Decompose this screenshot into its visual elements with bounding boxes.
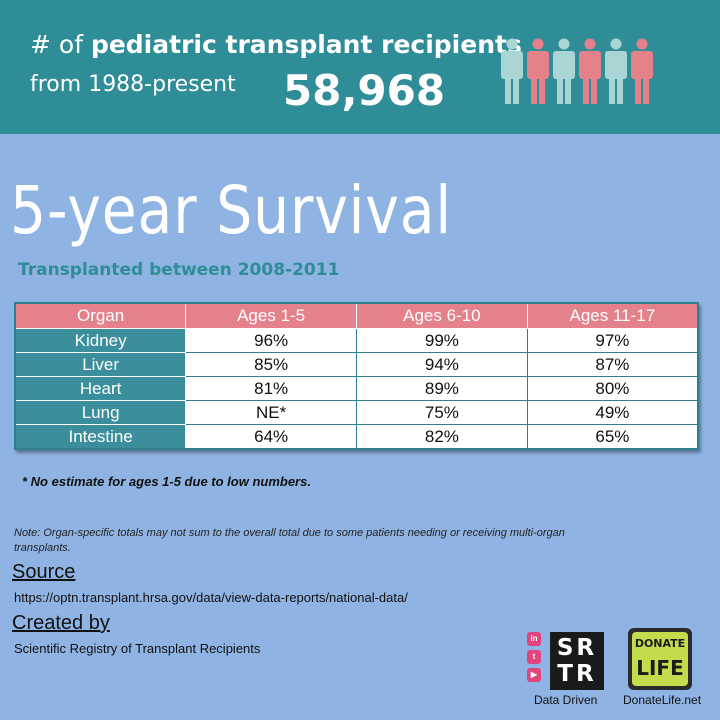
header-line2: from 1988-present	[30, 72, 236, 97]
person-icon	[579, 38, 601, 104]
table-row: Lung NE* 75% 49%	[14, 400, 699, 425]
value-cell: 85%	[185, 352, 357, 377]
value-cell: 75%	[356, 400, 528, 425]
value-cell: 49%	[526, 400, 699, 425]
column-header: Organ	[14, 302, 187, 329]
donate-life-top-text: DONATE	[634, 637, 686, 650]
srtr-logo: SR TR	[550, 632, 604, 690]
person-icon	[527, 38, 549, 104]
column-header: Ages 11-17	[526, 302, 699, 329]
organ-cell: Heart	[14, 376, 187, 401]
value-cell: 87%	[526, 352, 699, 377]
page-subtitle: Transplanted between 2008-2011	[18, 260, 340, 280]
value-cell: 65%	[526, 424, 699, 450]
twitter-icon[interactable]: t	[527, 650, 541, 664]
person-icon	[553, 38, 575, 104]
column-header: Ages 6-10	[356, 302, 528, 329]
donate-life-logo: DONATE LIFE	[628, 628, 692, 690]
value-cell: 94%	[356, 352, 528, 377]
youtube-icon[interactable]: ▶	[527, 668, 541, 682]
value-cell: 89%	[356, 376, 528, 401]
value-cell: 99%	[356, 328, 528, 353]
header-line1: # of pediatric transplant recipients	[30, 30, 522, 59]
table-footnote: * No estimate for ages 1-5 due to low nu…	[22, 474, 311, 489]
value-cell: NE*	[185, 400, 357, 425]
donate-life-caption: DonateLife.net	[623, 693, 702, 707]
created-by-text: Scientific Registry of Transplant Recipi…	[14, 641, 261, 656]
donate-life-bottom-text: LIFE	[636, 656, 684, 680]
person-icon	[631, 38, 653, 104]
value-cell: 96%	[185, 328, 357, 353]
value-cell: 97%	[526, 328, 699, 353]
linkedin-icon[interactable]: in	[527, 632, 541, 646]
table-row: Heart 81% 89% 80%	[14, 376, 699, 401]
source-heading: Source	[12, 561, 76, 583]
table-row: Kidney 96% 99% 97%	[14, 328, 699, 353]
header-bold-text: pediatric transplant recipients	[90, 30, 522, 59]
srtr-logo-line1: SR	[556, 635, 598, 661]
survival-table: Organ Ages 1-5 Ages 6-10 Ages 11-17 Kidn…	[14, 302, 699, 450]
value-cell: 64%	[185, 424, 357, 450]
organ-totals-note: Note: Organ-specific totals may not sum …	[14, 527, 565, 554]
organ-cell: Intestine	[14, 424, 187, 450]
header-prefix: # of	[30, 30, 91, 59]
donate-life-badge: DONATE LIFE	[632, 632, 688, 686]
person-icon	[605, 38, 627, 104]
organ-cell: Kidney	[14, 328, 187, 353]
person-icon	[501, 38, 523, 104]
source-url[interactable]: https://optn.transplant.hrsa.gov/data/vi…	[14, 590, 408, 605]
organ-cell: Lung	[14, 400, 187, 425]
people-icon-group	[501, 38, 653, 104]
table-row: Liver 85% 94% 87%	[14, 352, 699, 377]
srtr-logo-line2: TR	[557, 661, 597, 687]
srtr-caption: Data Driven	[534, 693, 598, 707]
value-cell: 81%	[185, 376, 357, 401]
column-header: Ages 1-5	[185, 302, 357, 329]
value-cell: 82%	[356, 424, 528, 450]
value-cell: 80%	[526, 376, 699, 401]
header-banner: # of pediatric transplant recipients fro…	[0, 0, 720, 134]
table-header-row: Organ Ages 1-5 Ages 6-10 Ages 11-17	[14, 302, 699, 329]
table-row: Intestine 64% 82% 65%	[14, 424, 699, 450]
recipient-count: 58,968	[283, 66, 446, 115]
created-by-heading: Created by	[12, 612, 110, 634]
organ-cell: Liver	[14, 352, 187, 377]
social-icons: in t ▶	[527, 632, 543, 686]
page-title: 5-year Survival	[10, 172, 453, 249]
